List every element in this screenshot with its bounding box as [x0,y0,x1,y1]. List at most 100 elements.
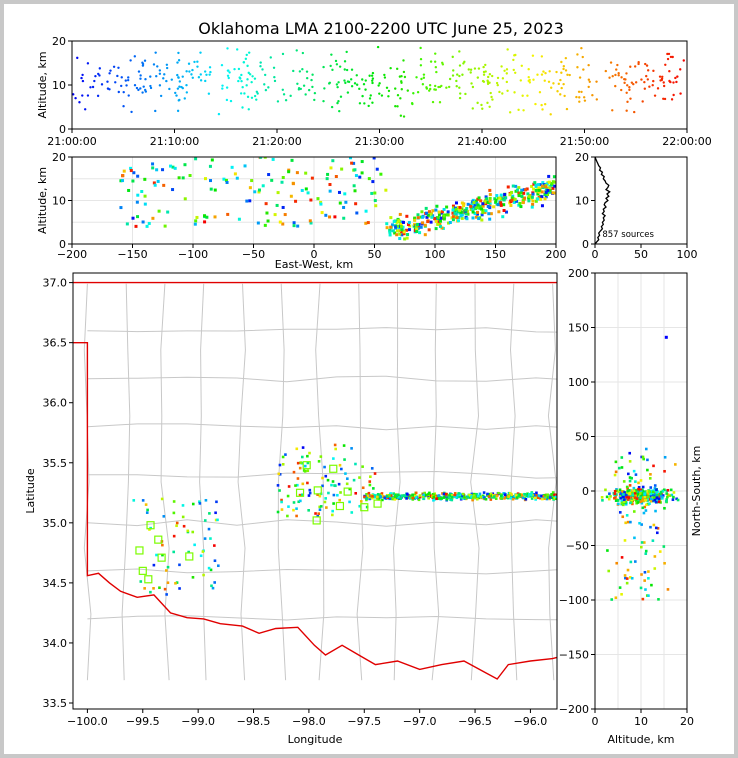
lma-station-marker [154,535,163,544]
altitude-northsouth-point [614,596,618,600]
plan-view-point [548,496,552,499]
time-altitude-point [560,71,563,74]
time-altitude-point [531,54,535,57]
eastwest-altitude-point [421,215,425,219]
eastwest-altitude-point [131,179,135,183]
eastwest-altitude-point [222,177,226,181]
eastwest-altitude-point [514,184,518,188]
time-altitude-point [122,90,125,94]
eastwest-altitude-point [163,224,167,228]
altitude-northsouth-point [640,541,644,544]
plan-view-x-tick-label: −96.0 [514,715,548,728]
eastwest-altitude-point [151,166,155,170]
altitude-northsouth-point [655,498,658,502]
eastwest-altitude-point [532,187,536,191]
plan-view-point [366,494,370,497]
plan-view-point [510,493,513,497]
altitude-northsouth-point [624,502,628,506]
time-altitude-point [94,74,97,78]
plan-view-point [281,455,285,459]
eastwest-altitude-point [424,206,428,210]
plan-view-point [534,494,538,497]
altitude-northsouth-point [672,495,675,499]
altitude-northsouth-point [622,493,625,496]
plan-view-point [216,518,219,522]
time-altitude-point [614,73,617,77]
altitude-northsouth-point [676,498,680,502]
time-altitude-point [383,76,387,79]
plan-view-point [393,493,397,497]
time-altitude-point [228,71,231,74]
eastwest-altitude-point [406,223,410,227]
plan-view-point [278,463,282,467]
eastwest-altitude-point [401,220,405,224]
eastwest-altitude-point [508,193,512,197]
eastwest-altitude-point [481,208,485,212]
plan-view-point [203,537,207,540]
eastwest-altitude-point [488,196,492,200]
time-altitude-point [133,55,137,58]
plan-view-point [459,495,463,499]
plan-view-point [314,512,317,515]
plan-view-point [447,496,451,499]
time-altitude-point [196,60,199,63]
eastwest-altitude-point [292,224,296,228]
altitude-northsouth-point [643,492,646,496]
eastwest-x-label: East-West, km [275,258,353,271]
eastwest-altitude-point [455,216,459,220]
time-altitude-point [203,70,207,73]
altitude-northsouth-point [648,477,652,480]
time-altitude-point [473,67,477,70]
time-altitude-point [188,70,191,73]
time-altitude-point [399,114,403,117]
plan-view-point [422,497,425,501]
time-altitude-y-tick-label: 0 [59,123,66,136]
time-altitude-point [338,109,341,113]
time-altitude-point [334,59,338,63]
eastwest-altitude-point [518,201,522,205]
time-altitude-point [129,59,132,62]
time-altitude-point [679,68,682,71]
plan-view-point [331,480,335,483]
time-altitude-point [322,99,325,103]
eastwest-altitude-point [161,168,165,172]
eastwest-altitude-point [134,224,138,228]
altitude-northsouth-point [633,492,637,495]
eastwest-y-tick-label: 0 [59,238,66,251]
plan-view-point [367,491,371,495]
plan-view-point [307,494,311,497]
time-altitude-point [675,80,678,84]
plan-view-point [526,492,529,496]
county-line [160,283,170,681]
time-altitude-point [144,90,148,93]
altitude-northsouth-point [623,539,627,542]
eastwest-altitude-point [525,187,529,191]
eastwest-x-tick-label: 50 [368,248,382,261]
eastwest-x-tick-label: −200 [57,248,87,261]
time-altitude-point [371,79,374,82]
time-altitude-point [421,83,425,86]
plan-view-point [202,573,205,577]
time-altitude-point [637,61,640,64]
plan-view-point [537,494,541,497]
plan-view-x-label: Longitude [288,733,343,746]
time-altitude-point [226,74,230,77]
eastwest-altitude-point [494,198,498,202]
plan-view-point [210,584,213,588]
plan-view-y-tick-label: 37.0 [43,277,68,290]
plan-view-point [298,466,302,470]
plan-view-point [432,499,435,502]
time-altitude-point [355,83,359,86]
eastwest-altitude-point [440,226,444,230]
time-altitude-point [158,69,162,72]
plan-view-point [453,491,457,495]
time-altitude-point [476,101,479,105]
altitude-northsouth-point [619,492,622,495]
time-altitude-point [247,51,251,54]
plan-view-point [199,554,203,558]
plan-view-point [433,497,437,501]
time-altitude-point [542,70,545,73]
altitude-northsouth-point [618,511,622,514]
histogram-x-tick-label: 50 [634,248,648,261]
eastwest-altitude-point [442,214,446,218]
